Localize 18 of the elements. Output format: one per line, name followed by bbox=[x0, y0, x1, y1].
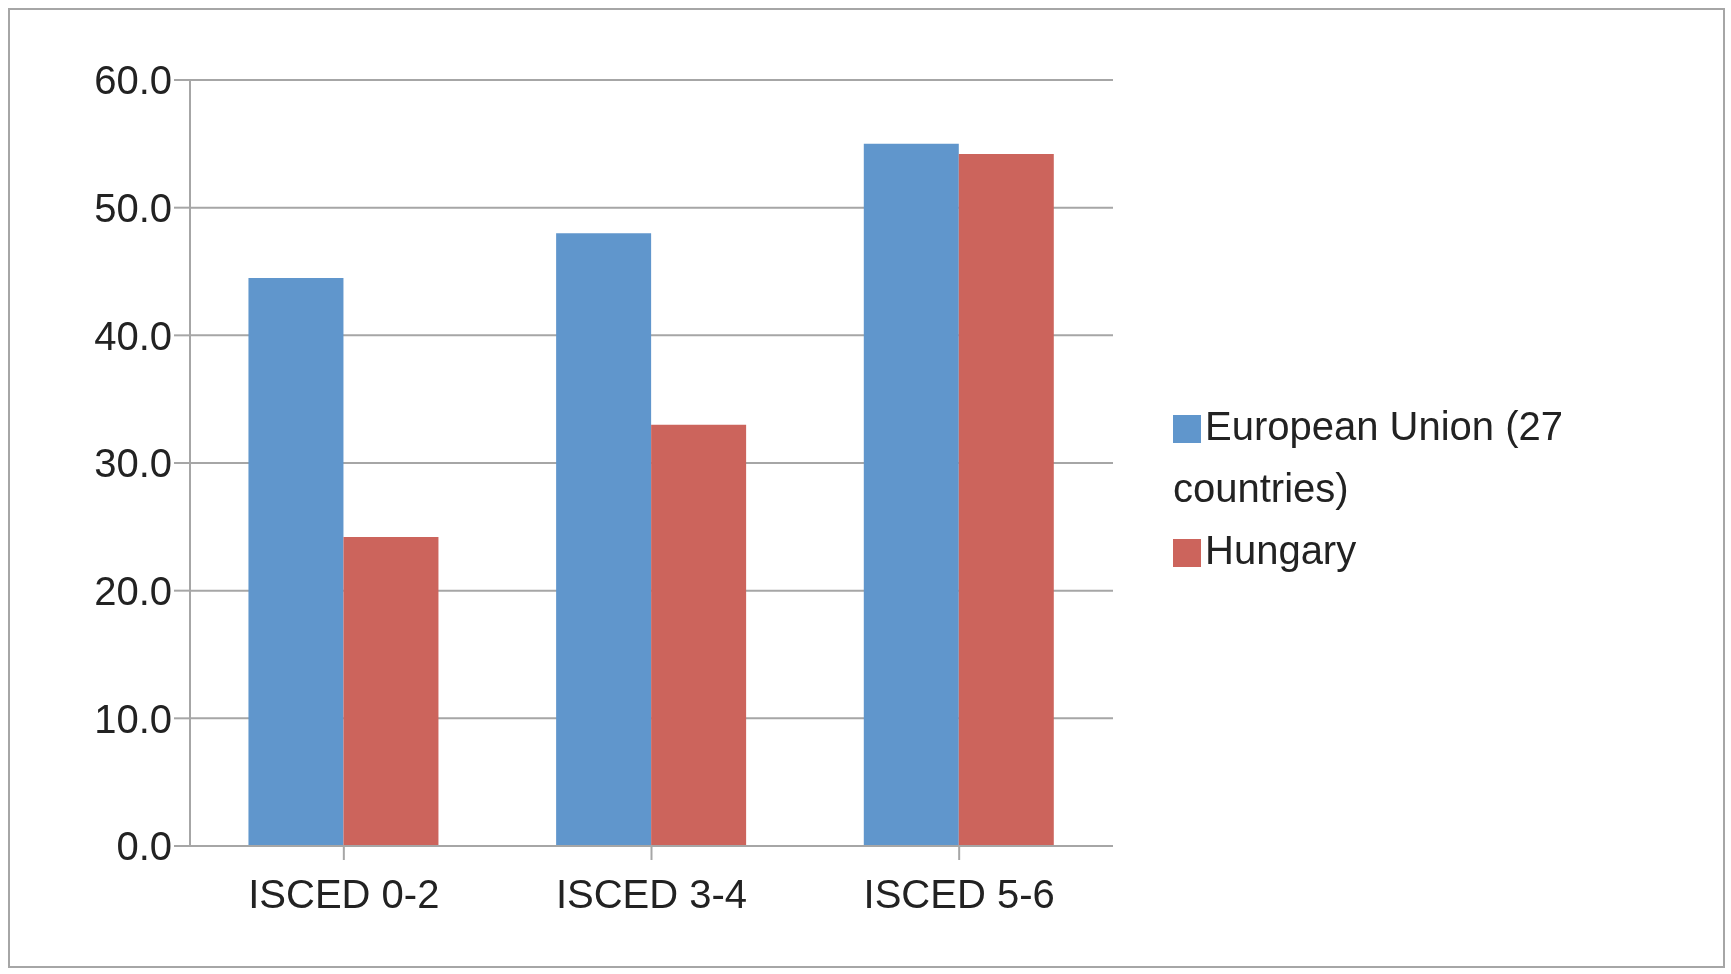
y-tick-label: 30.0 bbox=[94, 441, 172, 486]
legend-label: Hungary bbox=[1205, 528, 1357, 572]
bar bbox=[863, 143, 959, 846]
bar bbox=[958, 154, 1054, 846]
y-tick-label: 10.0 bbox=[94, 696, 172, 741]
x-tick-label: ISCED 0-2 bbox=[248, 872, 440, 917]
legend-label: European Union (27 countries) bbox=[1173, 404, 1564, 510]
y-tick-label: 0.0 bbox=[116, 824, 172, 869]
x-tick-label: ISCED 3-4 bbox=[555, 872, 748, 917]
bar bbox=[248, 277, 344, 846]
y-tick-label: 40.0 bbox=[94, 313, 172, 358]
y-tick-label: 20.0 bbox=[94, 568, 172, 613]
x-tick-label: ISCED 5-6 bbox=[863, 872, 1055, 917]
bar bbox=[651, 424, 747, 846]
bar bbox=[343, 537, 439, 846]
y-tick-label: 60.0 bbox=[94, 58, 172, 103]
bar bbox=[556, 233, 652, 846]
y-tick-label: 50.0 bbox=[94, 185, 172, 230]
